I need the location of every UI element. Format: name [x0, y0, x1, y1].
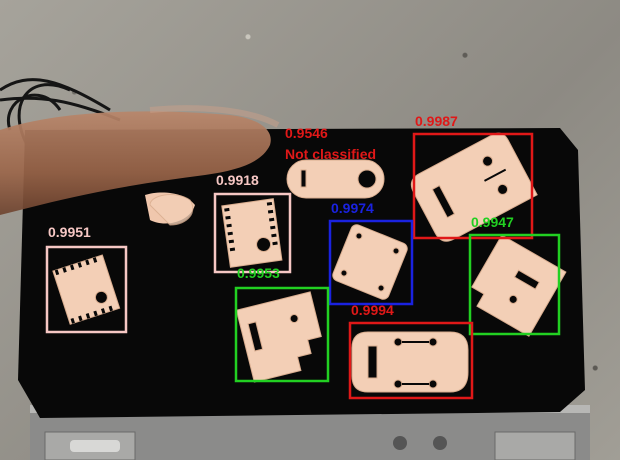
part-large-plate-2 [351, 331, 469, 393]
part-small-square-2 [221, 198, 283, 268]
detection-box-2 [213, 192, 292, 274]
part-large-plate-1 [410, 132, 538, 242]
detection-box-6 [234, 286, 330, 383]
detection-score-8: 0.9994 [351, 302, 394, 318]
detection-labels: 0.9951 0.9918 0.9546 Not classified 0.99… [48, 113, 514, 318]
detection-score-4: 0.9987 [415, 113, 458, 129]
detection-score-2: 0.9918 [216, 172, 259, 188]
part-stepped-2 [471, 234, 567, 337]
detection-score-3: 0.9546 [285, 125, 328, 141]
detection-score-1: 0.9951 [48, 224, 91, 240]
detection-box-7 [468, 233, 561, 336]
detection-status-3: Not classified [285, 146, 376, 162]
detection-box-1 [45, 245, 128, 334]
detection-box-8 [348, 321, 474, 400]
detection-boxes [45, 132, 561, 400]
detection-score-5: 0.9974 [331, 200, 374, 216]
part-oval-plate [286, 159, 385, 199]
detection-box-5 [328, 219, 414, 306]
detection-score-6: 0.9953 [237, 265, 280, 281]
detection-box-4 [412, 132, 534, 240]
wooden-parts [52, 132, 567, 393]
detection-score-7: 0.9947 [471, 214, 514, 230]
part-small-square-1 [52, 254, 121, 325]
part-stepped-1 [235, 291, 322, 383]
part-rotated-square [332, 224, 408, 300]
part-under-hand [149, 194, 194, 226]
